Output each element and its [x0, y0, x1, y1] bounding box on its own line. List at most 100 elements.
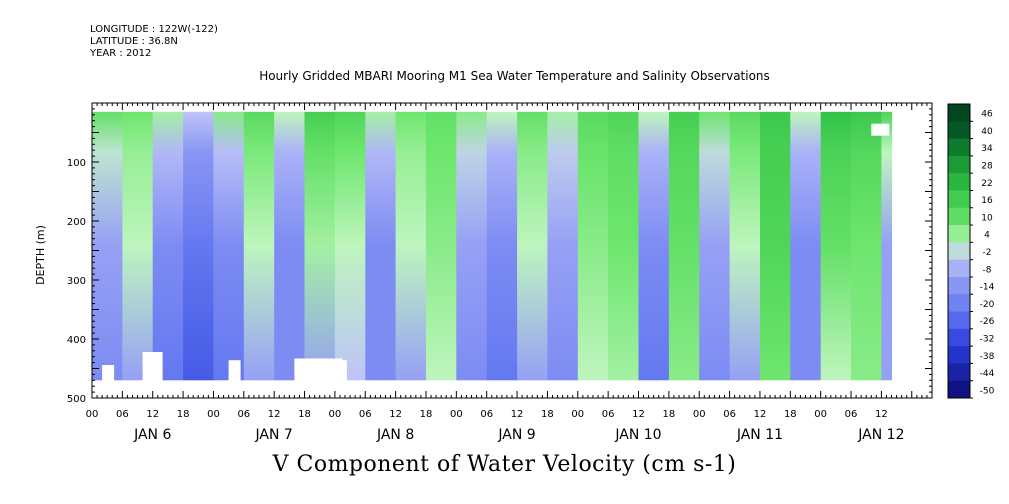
x-hour-tick-label: 06 [116, 409, 129, 420]
heatmap-column [638, 111, 670, 381]
heatmap-column [486, 111, 518, 381]
mooring-metadata: LONGITUDE : 122W(-122) LATITUDE : 36.8N … [90, 24, 218, 60]
colorbar-swatch [948, 121, 970, 139]
colorbar-swatch [948, 346, 970, 364]
colorbar-swatch [948, 363, 970, 382]
x-hour-tick-label: 00 [571, 409, 584, 420]
data-gap [294, 358, 343, 382]
heatmap-column [213, 111, 245, 381]
colorbar-swatch [948, 311, 970, 330]
x-hour-tick-label: 06 [480, 409, 493, 420]
x-hour-tick-label: 06 [237, 409, 250, 420]
colorbar-swatch [948, 225, 970, 243]
x-hour-tick-label: 06 [602, 409, 615, 420]
data-gap [142, 352, 163, 382]
heatmap-column [820, 111, 852, 381]
heatmap-column [699, 111, 731, 381]
x-hour-tick-label: 06 [845, 409, 858, 420]
latitude-label: LATITUDE : 36.8N [90, 36, 178, 47]
x-hour-tick-label: 18 [663, 409, 676, 420]
colorbar: 46 40 34 28 22 16 10 4 -2 -8 -14 -20 -26 -32 -38 -44 -50 [947, 103, 995, 399]
x-day-label: JAN 6 [133, 427, 171, 443]
colorbar-label: 40 [981, 127, 993, 137]
colorbar-label: -26 [980, 317, 995, 327]
heatmap-column [851, 111, 882, 381]
x-day-label: JAN 10 [614, 427, 661, 443]
colorbar-swatch [948, 242, 970, 261]
heatmap-column [243, 111, 275, 381]
colorbar-label: -14 [980, 283, 995, 293]
chart-title: Hourly Gridded MBARI Mooring M1 Sea Wate… [259, 69, 770, 83]
x-hour-tick-label: 18 [541, 409, 554, 420]
x-hour-tick-label: 00 [693, 409, 706, 420]
colorbar-label: 46 [981, 110, 993, 120]
x-hour-tick-label: 12 [875, 409, 888, 420]
x-hour-tick-label: 00 [86, 409, 99, 420]
data-gap [102, 365, 115, 382]
y-axis-label: DEPTH (m) [34, 225, 47, 285]
x-hour-tick-label: 12 [389, 409, 402, 420]
x-hour-tick-label: 12 [754, 409, 767, 420]
heatmap-column [547, 111, 579, 381]
colorbar-swatch [948, 155, 970, 174]
variable-title: V Component of Water Velocity (cm s-1) [272, 452, 737, 477]
heatmap-column [183, 111, 215, 381]
x-hour-tick-label: 18 [420, 409, 433, 420]
colorbar-label: 10 [981, 213, 993, 223]
y-tick-label: 400 [67, 335, 86, 346]
heatmap-column [334, 111, 366, 381]
colorbar-swatch [948, 190, 970, 209]
plot-axes: 00 06 12 18 00 06 12 18 00 06 12 18 00 06 12 18 00 06 12 18… [67, 102, 933, 443]
heatmap-column [122, 111, 154, 381]
data-gap [871, 123, 890, 136]
heatmap-column [152, 111, 184, 381]
heatmap-column [881, 111, 893, 381]
x-hour-tick-label: 12 [146, 409, 159, 420]
x-hour-tick-label: 00 [207, 409, 220, 420]
y-tick-label: 500 [67, 394, 86, 405]
colorbar-swatch [948, 104, 970, 122]
x-day-label: JAN 11 [736, 427, 783, 443]
colorbar-swatch [948, 138, 970, 157]
y-tick-label: 200 [67, 217, 86, 228]
heatmap-column [729, 111, 761, 381]
longitude-label: LONGITUDE : 122W(-122) [90, 24, 218, 35]
x-day-label: JAN 12 [857, 427, 904, 443]
colorbar-swatch [948, 173, 970, 191]
x-hour-tick-label: 18 [784, 409, 797, 420]
colorbar-label: 28 [981, 162, 993, 172]
x-hour-tick-label: 00 [329, 409, 342, 420]
colorbar-label: -32 [980, 334, 995, 344]
colorbar-label: -38 [980, 352, 995, 362]
x-hour-tick-label: 06 [723, 409, 736, 420]
x-day-label: JAN 8 [376, 427, 414, 443]
x-day-label: JAN 9 [497, 427, 535, 443]
heatmap-column [365, 111, 397, 381]
x-hour-tick-label: 18 [298, 409, 311, 420]
x-hour-tick-label: 12 [268, 409, 281, 420]
colorbar-label: 22 [981, 179, 992, 189]
heatmap-column [92, 111, 123, 381]
x-day-label: JAN 7 [255, 427, 293, 443]
x-hour-tick-label: 18 [177, 409, 190, 420]
colorbar-label: 4 [984, 231, 990, 241]
heatmap-column [304, 111, 336, 381]
data-gap [228, 360, 241, 382]
heatmap-column [608, 111, 640, 381]
heatmap-column [760, 111, 791, 381]
colorbar-swatch [948, 207, 970, 226]
x-hour-tick-label: 00 [814, 409, 827, 420]
colorbar-label: 16 [981, 196, 993, 206]
heatmap-column [274, 111, 306, 381]
x-hour-tick-label: 00 [450, 409, 463, 420]
colorbar-label: -2 [983, 248, 992, 258]
colorbar-swatch [948, 380, 970, 399]
heatmap-column [517, 111, 549, 381]
colorbar-label: -8 [983, 265, 992, 275]
colorbar-label: -50 [980, 386, 995, 396]
heatmap-column [577, 111, 609, 381]
y-tick-label: 100 [67, 158, 86, 169]
colorbar-swatch [948, 328, 970, 347]
heatmap-column [790, 111, 822, 381]
heatmap-column [456, 111, 488, 381]
